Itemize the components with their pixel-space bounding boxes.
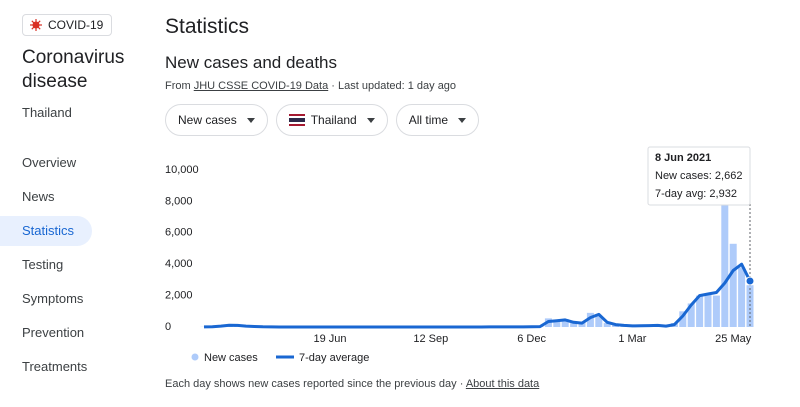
filter-dropdown[interactable]: All time xyxy=(395,104,480,136)
nav-item[interactable]: Prevention xyxy=(22,325,85,340)
flag-icon xyxy=(288,114,305,126)
filter-label: New cases xyxy=(178,113,237,127)
filter-dropdown[interactable]: Thailand xyxy=(275,104,388,136)
bar xyxy=(603,323,611,327)
bar xyxy=(561,319,569,327)
bar xyxy=(570,323,578,327)
badge-text: COVID-19 xyxy=(48,18,104,32)
tooltip-line: 7-day avg: 2,932 xyxy=(655,188,737,200)
x-tick-label: 1 Mar xyxy=(618,333,646,345)
bar xyxy=(578,322,586,327)
filter-label: All time xyxy=(408,113,449,127)
bar xyxy=(553,321,561,327)
nav-item[interactable]: Symptoms xyxy=(22,291,84,306)
nav-item[interactable]: Statistics xyxy=(0,216,92,246)
virus-icon xyxy=(30,19,42,31)
nav-item[interactable]: News xyxy=(22,189,55,204)
bar xyxy=(721,204,729,327)
y-tick-label: 6,000 xyxy=(165,227,193,239)
tooltip-box xyxy=(647,146,751,206)
flag-stripe xyxy=(288,116,305,118)
dropdown-caret xyxy=(246,117,255,123)
flag-stripe xyxy=(288,118,305,122)
x-tick-label: 25 May xyxy=(715,333,752,345)
source-link[interactable]: JHU CSSE COVID-19 Data xyxy=(193,80,329,92)
tooltip-line: New cases: 2,662 xyxy=(655,170,742,182)
legend-label: 7-day average xyxy=(299,352,369,364)
y-tick-label: 8,000 xyxy=(165,195,193,207)
about-link[interactable]: About this data xyxy=(465,378,540,390)
y-tick-label: 2,000 xyxy=(165,290,193,302)
page-title: Statistics xyxy=(165,15,250,38)
bar xyxy=(586,312,594,327)
bar xyxy=(595,316,603,327)
flag-stripe xyxy=(288,114,305,116)
legend-swatch xyxy=(191,353,199,361)
filters: New cases Thailand All time xyxy=(165,104,480,136)
topic-location: Thailand xyxy=(22,105,72,120)
dropdown-caret xyxy=(366,117,375,123)
tooltip-title: 8 Jun 2021 xyxy=(655,152,711,164)
nav-item[interactable]: Treatments xyxy=(22,359,88,374)
bar xyxy=(746,285,754,327)
updated: · Last updated: 1 day ago xyxy=(331,80,457,92)
source-line: From JHU CSSE COVID-19 Data · Last updat… xyxy=(165,80,456,92)
topic-title: Coronavirus disease xyxy=(22,47,125,92)
filter-dropdown[interactable]: New cases xyxy=(165,104,268,136)
dropdown-caret xyxy=(458,117,467,123)
bar xyxy=(696,295,704,327)
section-title: New cases and deaths xyxy=(165,53,337,72)
y-tick-label: 0 xyxy=(165,321,171,333)
side-nav: Overview News Statistics Testing Symptoms Pre… xyxy=(0,148,150,386)
bar xyxy=(704,294,712,327)
nav-item[interactable]: Testing xyxy=(22,257,64,272)
footer: Each day shows new cases reported since … xyxy=(165,378,539,390)
hover-point xyxy=(745,276,755,286)
bar xyxy=(712,295,720,327)
line xyxy=(203,262,752,329)
flag-stripe xyxy=(288,124,305,126)
bar xyxy=(679,311,687,327)
topic-badge[interactable]: COVID-19 xyxy=(22,14,113,36)
filter-label: Thailand xyxy=(310,113,357,127)
x-tick-label: 19 Jun xyxy=(313,333,346,345)
flag-stripe xyxy=(288,122,305,124)
y-tick-label: 10,000 xyxy=(165,164,199,176)
nav-item[interactable]: Overview xyxy=(22,155,77,170)
legend-label: New cases xyxy=(204,352,258,364)
y-tick-label: 4,000 xyxy=(165,258,193,270)
x-tick-label: 6 Dec xyxy=(517,333,546,345)
bar xyxy=(738,267,746,327)
footer-note: Each day shows new cases reported since … xyxy=(165,378,464,390)
x-tick-label: 12 Sep xyxy=(413,333,448,345)
bar xyxy=(687,303,695,327)
bar xyxy=(729,243,737,327)
source-prefix: From xyxy=(165,80,191,92)
